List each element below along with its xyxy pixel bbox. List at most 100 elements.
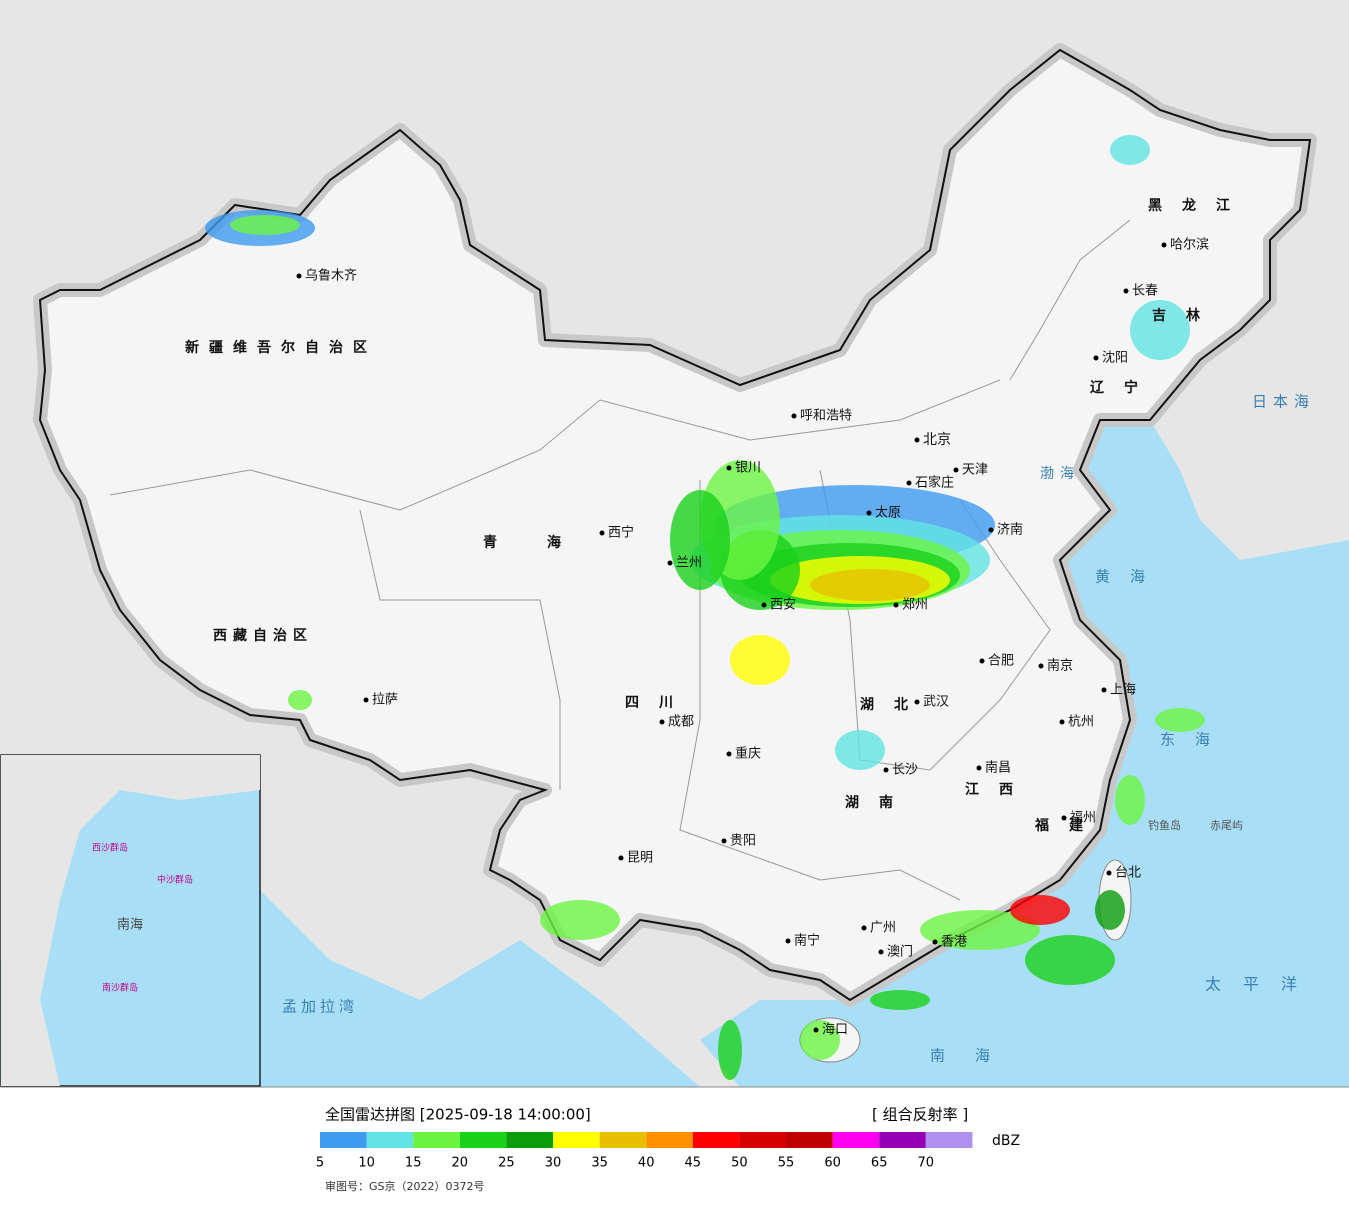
sea — [700, 400, 1349, 1087]
place-label: 石家庄 — [915, 475, 954, 491]
city-dot — [1059, 719, 1065, 725]
bin-label: 70 — [918, 1156, 935, 1171]
city-dot — [906, 480, 912, 486]
legend-title: 全国雷达拼图 [2025-09-18 14:00:00] — [325, 1106, 591, 1124]
city-dot — [988, 527, 994, 533]
place-label: 武汉 — [923, 695, 949, 710]
bin-label: 25 — [498, 1156, 515, 1171]
inset-land — [1, 755, 260, 1086]
echo — [670, 490, 730, 590]
place-label: 南昌 — [985, 760, 1011, 776]
place-label: 渤海 — [1040, 466, 1080, 482]
place-label: 东海 — [1160, 731, 1230, 749]
bin-label: 45 — [685, 1156, 702, 1171]
color-bin — [413, 1132, 460, 1148]
city-dot — [883, 767, 889, 773]
bin-label: 50 — [731, 1156, 748, 1171]
inset-sea-label: 南海 — [117, 917, 143, 933]
city-dot — [618, 855, 624, 861]
place-label: 长春 — [1132, 284, 1158, 299]
place-label: 西安 — [770, 598, 796, 613]
place-label: 黑龙江 — [1148, 197, 1250, 214]
echo — [718, 1020, 742, 1080]
place-label: 孟加拉湾 — [282, 998, 358, 1016]
echo — [288, 690, 312, 710]
city-dot — [893, 602, 899, 608]
place-label: 香港 — [941, 935, 967, 950]
place-label: 天津 — [962, 463, 988, 478]
place-label: 北京 — [923, 432, 951, 448]
color-scale: 5 10 15 20 25 30 35 40 45 50 55 60 65 70 — [316, 1132, 973, 1171]
legend-product: [ 组合反射率 ] — [872, 1106, 968, 1124]
place-label: 辽宁 — [1090, 379, 1158, 396]
city-dot — [1106, 870, 1112, 876]
echo — [920, 910, 1040, 950]
place-label: 郑州 — [902, 598, 928, 613]
bin-label: 20 — [452, 1156, 469, 1171]
bin-label: 55 — [778, 1156, 795, 1171]
place-label: 台北 — [1115, 866, 1141, 881]
place-label: 成都 — [668, 715, 694, 730]
place-label: 西宁 — [608, 525, 634, 541]
inset: 南海 南沙群岛 中沙群岛 西沙群岛 — [0, 754, 261, 1087]
color-bin — [599, 1132, 647, 1148]
color-bin — [739, 1132, 786, 1148]
color-bin — [925, 1132, 973, 1148]
echo — [1155, 708, 1205, 732]
place-label: 乌鲁木齐 — [305, 268, 357, 284]
city-dot — [1101, 687, 1107, 693]
color-bin — [506, 1132, 553, 1148]
city-dot — [914, 699, 920, 705]
place-label: 长沙 — [892, 763, 918, 778]
city-dot — [785, 938, 791, 944]
place-label: 银川 — [735, 461, 761, 476]
city-dot — [1093, 355, 1099, 361]
place-label: 钓鱼岛 — [1148, 818, 1181, 832]
province-borders — [109, 219, 1131, 901]
city-dot — [932, 939, 938, 945]
place-label: 新疆维吾尔自治区 — [185, 339, 377, 356]
place-label: 南宁 — [794, 933, 820, 949]
city-dot — [726, 751, 732, 757]
echo — [230, 215, 300, 235]
city-dot — [861, 925, 867, 931]
city-dot — [599, 530, 605, 536]
place-label: 南京 — [1047, 658, 1073, 674]
bin-label: 60 — [824, 1156, 841, 1171]
city-dot — [667, 560, 673, 566]
inset-island-label: 南沙群岛 — [102, 982, 138, 994]
echo — [1130, 300, 1190, 360]
place-label: 广州 — [870, 921, 896, 936]
place-label: 合肥 — [988, 654, 1014, 669]
echo — [540, 900, 620, 940]
echo — [870, 990, 930, 1010]
legend-footer: 审图号：GS京（2022）0372号 — [325, 1179, 485, 1193]
inset-island-label: 中沙群岛 — [157, 874, 193, 886]
bin-label: 40 — [638, 1156, 655, 1171]
echo — [835, 730, 885, 770]
color-bin — [786, 1132, 833, 1148]
city-dot — [296, 273, 302, 279]
place-label: 太平洋 — [1205, 975, 1319, 994]
color-bin — [832, 1132, 880, 1148]
city-dot — [976, 765, 982, 771]
color-bin — [366, 1132, 414, 1148]
color-bin — [879, 1132, 926, 1148]
city-dot — [1038, 663, 1044, 669]
place-label: 哈尔滨 — [1170, 237, 1209, 253]
place-label: 济南 — [997, 522, 1023, 538]
city-dot — [761, 602, 767, 608]
place-label: 昆明 — [627, 851, 653, 866]
place-label: 南海 — [930, 1047, 1020, 1065]
bin-label: 35 — [591, 1156, 608, 1171]
radar-echoes — [15, 135, 1205, 1080]
place-label: 海口 — [822, 1023, 848, 1038]
echo — [800, 1020, 840, 1060]
echo — [730, 635, 790, 685]
place-label: 四川 — [625, 695, 693, 711]
echo — [810, 569, 930, 601]
city-dot — [878, 949, 884, 955]
city-dot — [813, 1027, 819, 1033]
